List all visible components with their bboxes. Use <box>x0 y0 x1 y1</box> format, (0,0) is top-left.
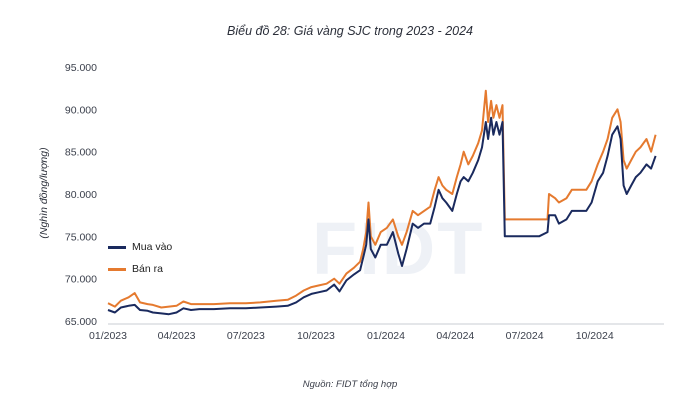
series-line-sell <box>107 89 657 309</box>
x-tick-label: 10/2023 <box>297 330 335 342</box>
y-tick-label: 95.000 <box>65 62 97 74</box>
x-tick-label: 07/2024 <box>506 330 544 342</box>
x-tick-label: 04/2023 <box>158 330 196 342</box>
chart-title: Biểu đồ 28: Giá vàng SJC trong 2023 - 20… <box>227 24 473 38</box>
series-line-buy <box>107 116 657 316</box>
y-tick-label: 85.000 <box>65 147 97 159</box>
y-axis-label: (Nghìn đồng/lượng) <box>38 147 50 239</box>
legend-item-buy: Mua vào <box>108 236 172 258</box>
chart-source: Nguồn: FIDT tổng hợp <box>302 379 398 390</box>
x-tick-label: 01/2023 <box>89 330 127 342</box>
x-tick-label: 01/2024 <box>367 330 405 342</box>
x-tick-label: 10/2024 <box>576 330 614 342</box>
y-tick-label: 75.000 <box>65 231 97 243</box>
x-tick-label: 04/2024 <box>436 330 474 342</box>
legend-item-sell: Bán ra <box>108 258 172 280</box>
legend: Mua vào Bán ra <box>108 236 172 280</box>
y-tick-label: 80.000 <box>65 189 97 201</box>
legend-label-buy: Mua vào <box>132 241 173 253</box>
y-tick-label: 70.000 <box>65 274 97 286</box>
x-tick-label: 07/2023 <box>227 330 265 342</box>
y-tick-label: 65.000 <box>65 316 97 328</box>
legend-swatch-sell <box>108 267 126 271</box>
legend-swatch-buy <box>108 245 126 249</box>
y-tick-label: 90.000 <box>65 104 97 116</box>
legend-label-sell: Bán ra <box>132 263 163 275</box>
